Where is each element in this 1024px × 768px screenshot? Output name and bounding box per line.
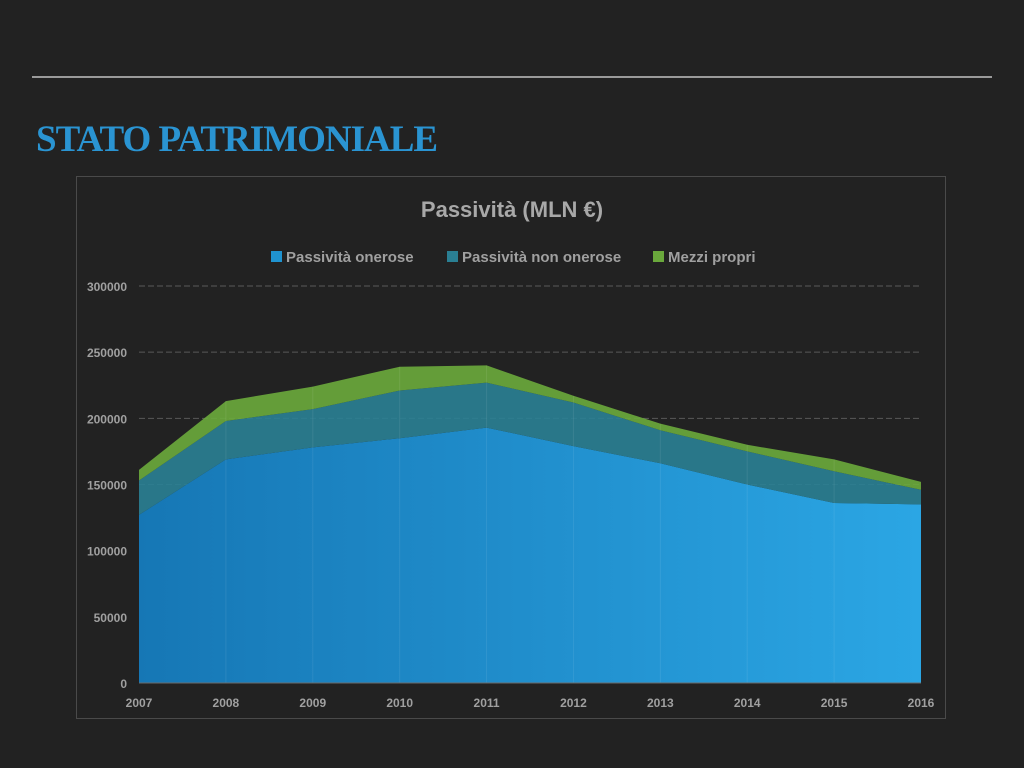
y-tick-label: 150000 [87, 479, 127, 493]
area-series-2 [139, 382, 921, 515]
area-series-3 [139, 365, 921, 490]
top-divider [32, 76, 992, 78]
y-tick-label: 100000 [87, 545, 127, 559]
x-tick-label: 2011 [474, 696, 500, 710]
x-tick-label: 2014 [734, 696, 761, 710]
x-tick-label: 2007 [126, 696, 153, 710]
y-tick-label: 300000 [87, 280, 127, 294]
legend-swatch [653, 251, 664, 262]
legend-item: Mezzi propri [653, 249, 756, 266]
chart-areas [139, 365, 921, 683]
legend-label: Mezzi propri [668, 249, 756, 266]
legend-swatch [271, 251, 282, 262]
x-tick-label: 2008 [213, 696, 240, 710]
x-tick-label: 2012 [560, 696, 587, 710]
legend-item: Passività non onerose [447, 249, 621, 266]
y-tick-label: 0 [120, 677, 127, 691]
x-axis: 2007 2008 2009 2010 2011 2012 2013 2014 2015 2016 [126, 682, 935, 710]
y-tick-label: 50000 [94, 611, 128, 625]
area-chart: Passività (MLN €) Passività onerose Passi… [87, 197, 935, 710]
x-tick-label: 2013 [647, 696, 674, 710]
legend-label: Passività onerose [286, 249, 414, 266]
x-tick-label: 2010 [386, 696, 413, 710]
slide-title: STATO PATRIMONIALE [36, 119, 438, 160]
y-axis: 0 50000 100000 150000 200000 250000 300000 [87, 280, 127, 691]
chart-title: Passività (MLN €) [421, 197, 603, 222]
area-series-1 [139, 427, 921, 683]
y-tick-label: 250000 [87, 346, 127, 360]
chart-container: Passività (MLN €) Passività onerose Passi… [76, 176, 946, 719]
legend-swatch [447, 251, 458, 262]
legend-item: Passività onerose [271, 249, 414, 266]
y-tick-label: 200000 [87, 412, 127, 426]
legend-label: Passività non onerose [462, 249, 621, 266]
x-tick-label: 2009 [299, 696, 326, 710]
chart-legend: Passività onerose Passività non onerose Me… [271, 249, 756, 266]
x-tick-label: 2015 [821, 696, 848, 710]
chart-vertical-guides [225, 365, 835, 683]
x-tick-label: 2016 [908, 696, 935, 710]
